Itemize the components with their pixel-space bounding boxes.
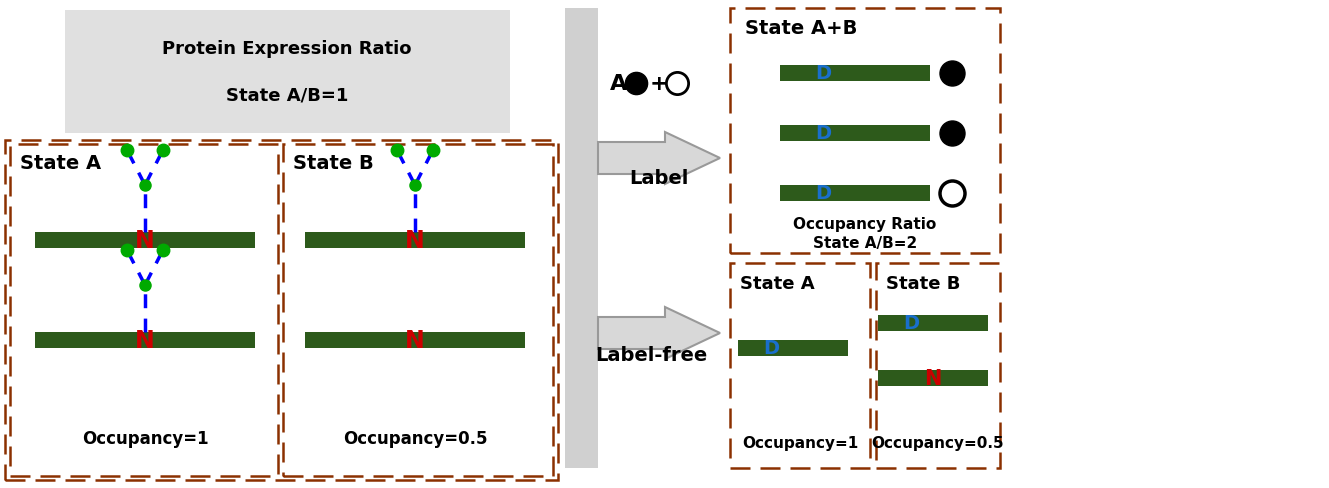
Bar <box>730 264 870 468</box>
Bar <box>876 264 999 468</box>
Text: State A+B: State A+B <box>746 20 857 39</box>
Bar <box>304 332 525 348</box>
Bar <box>35 332 255 348</box>
Text: Label-free: Label-free <box>595 346 707 365</box>
Text: Occupancy=0.5: Occupancy=0.5 <box>872 436 1005 450</box>
Bar <box>304 232 525 248</box>
Text: D: D <box>815 124 831 143</box>
Text: +B: +B <box>650 74 686 94</box>
Text: State A: State A <box>740 274 815 292</box>
Bar <box>35 232 255 248</box>
Bar <box>65 11 510 134</box>
Bar <box>780 185 930 202</box>
Bar <box>730 9 999 253</box>
Text: N: N <box>924 368 942 388</box>
Bar <box>11 145 278 476</box>
Text: Occupancy=1: Occupancy=1 <box>81 429 209 447</box>
Text: Protein Expression Ratio: Protein Expression Ratio <box>162 40 412 58</box>
Text: N: N <box>405 328 425 352</box>
Text: N: N <box>136 228 155 252</box>
Bar <box>5 141 558 480</box>
Text: D: D <box>902 314 920 333</box>
Bar <box>780 66 930 82</box>
Bar <box>738 340 848 356</box>
Bar <box>283 145 553 476</box>
Text: State B: State B <box>886 274 961 292</box>
Text: State A/B=2: State A/B=2 <box>813 236 917 251</box>
Text: State A/B=1: State A/B=1 <box>226 87 348 105</box>
Bar <box>878 315 987 331</box>
Text: N: N <box>136 328 155 352</box>
Bar <box>878 370 987 386</box>
Text: D: D <box>763 339 779 358</box>
Text: Occupancy=1: Occupancy=1 <box>742 436 859 450</box>
Text: A: A <box>610 74 627 94</box>
Bar <box>780 126 930 142</box>
Text: Label: Label <box>630 169 688 188</box>
Polygon shape <box>598 307 720 359</box>
Text: State A: State A <box>20 154 101 173</box>
Polygon shape <box>598 133 720 184</box>
Text: N: N <box>405 228 425 252</box>
Text: Occupancy Ratio: Occupancy Ratio <box>793 217 937 232</box>
Text: State B: State B <box>292 154 373 173</box>
Text: D: D <box>815 184 831 203</box>
Bar <box>565 9 598 468</box>
Text: D: D <box>815 64 831 83</box>
Text: Occupancy=0.5: Occupancy=0.5 <box>343 429 488 447</box>
